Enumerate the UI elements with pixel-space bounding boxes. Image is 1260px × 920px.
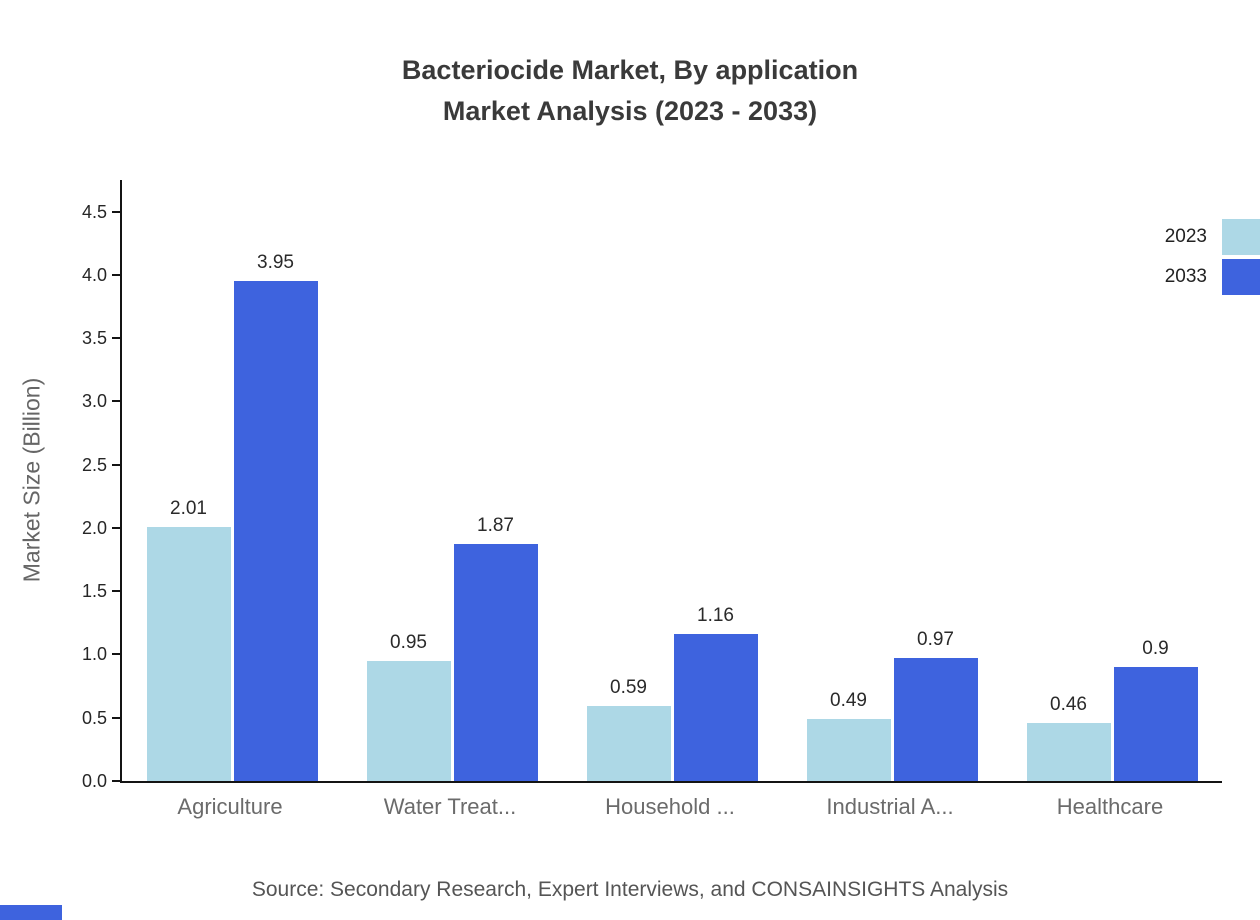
x-tick-label: Household ... bbox=[605, 794, 735, 819]
y-tick-label: 4.0 bbox=[81, 264, 107, 285]
y-tick-mark bbox=[112, 780, 121, 782]
bar-group-0: 2.01 3.95 bbox=[122, 180, 342, 781]
legend-item-2033: 2033 bbox=[1165, 259, 1260, 295]
bar-value-label: 0.59 bbox=[610, 677, 647, 699]
brand-mark bbox=[0, 905, 62, 920]
bar-value-label: 0.46 bbox=[1050, 693, 1087, 715]
x-tick-label: Agriculture bbox=[177, 794, 283, 819]
y-tick-label: 2.0 bbox=[81, 517, 107, 538]
y-tick-mark bbox=[112, 526, 121, 529]
bar-group-1: 0.95 1.87 bbox=[342, 180, 562, 781]
y-tick-label: 2.5 bbox=[81, 454, 107, 475]
y-tick-mark bbox=[112, 210, 121, 213]
legend: 2023 2033 bbox=[1165, 219, 1260, 295]
y-tick-label: 3.0 bbox=[81, 391, 107, 412]
bar-2033-1: 1.87 bbox=[453, 515, 538, 781]
y-tick-label: 4.5 bbox=[81, 201, 107, 222]
y-tick-mark bbox=[112, 400, 121, 403]
bar-group-4: 0.46 0.9 bbox=[1002, 180, 1222, 781]
bar-2033-4: 0.9 bbox=[1113, 638, 1198, 781]
y-axis-label: Market Size (Billion) bbox=[18, 377, 45, 583]
bar-value-label: 0.49 bbox=[830, 690, 867, 712]
chart-title: Bacteriocide Market, By application Mark… bbox=[0, 50, 1260, 132]
y-tick-label: 0.0 bbox=[81, 771, 107, 791]
bar-2023-4: 0.46 bbox=[1026, 694, 1111, 781]
x-axis-labels: Agriculture Water Treat... Household ... In… bbox=[120, 794, 1220, 820]
x-tick-label: Healthcare bbox=[1056, 794, 1164, 819]
legend-swatch bbox=[1222, 259, 1260, 295]
y-tick-label: 0.5 bbox=[81, 707, 107, 728]
bar-2023-2: 0.59 bbox=[586, 677, 671, 781]
bar-value-label: 0.9 bbox=[1142, 638, 1169, 660]
bar-2033-3: 0.97 bbox=[893, 629, 978, 781]
bar-value-label: 1.16 bbox=[697, 605, 734, 627]
x-tick-label: Water Treat... bbox=[383, 794, 517, 819]
bar-value-label: 0.97 bbox=[917, 629, 954, 651]
bar-2023-0: 2.01 bbox=[146, 498, 231, 781]
y-tick-label: 1.5 bbox=[81, 581, 107, 602]
y-tick-label: 1.0 bbox=[81, 644, 107, 665]
chart-title-line2: Market Analysis (2023 - 2033) bbox=[442, 96, 818, 126]
legend-item-2023: 2023 bbox=[1165, 219, 1260, 255]
bar-group-2: 0.59 1.16 bbox=[562, 180, 782, 781]
y-tick-mark bbox=[112, 590, 121, 593]
y-tick-mark bbox=[112, 337, 121, 340]
bar-2033-2: 1.16 bbox=[673, 605, 758, 781]
bar-group-3: 0.49 0.97 bbox=[782, 180, 1002, 781]
bar-value-label: 2.01 bbox=[170, 497, 207, 519]
bar-2033-0: 3.95 bbox=[233, 252, 318, 781]
legend-label: 2023 bbox=[1164, 226, 1207, 247]
bar-groups: 2.01 3.95 0.95 1.87 0.59 1.16 0.49 0.97 0.46 0.9 bbox=[122, 180, 1222, 781]
bar-2023-3: 0.49 bbox=[806, 690, 891, 781]
y-tick-mark bbox=[112, 463, 121, 466]
y-tick-mark bbox=[112, 273, 121, 276]
legend-swatch bbox=[1222, 219, 1260, 255]
legend-label: 2033 bbox=[1164, 266, 1207, 287]
y-tick-mark bbox=[112, 716, 121, 719]
bar-2023-1: 0.95 bbox=[366, 632, 451, 781]
bar-value-label: 1.87 bbox=[477, 515, 514, 537]
bar-value-label: 3.95 bbox=[257, 252, 294, 274]
bar-value-label: 0.95 bbox=[390, 631, 427, 653]
y-tick-label: 3.5 bbox=[81, 328, 107, 349]
x-tick-label: Industrial A... bbox=[826, 794, 954, 819]
chart-title-line1: Bacteriocide Market, By application bbox=[401, 55, 859, 85]
plot-area: 0.0 0.5 1.0 1.5 2.0 2.5 3.0 3.5 4.0 4.5 2.01 3.95 0.… bbox=[82, 180, 1222, 791]
source-note: Source: Secondary Research, Expert Inter… bbox=[251, 878, 1009, 901]
y-tick-mark bbox=[112, 653, 121, 656]
